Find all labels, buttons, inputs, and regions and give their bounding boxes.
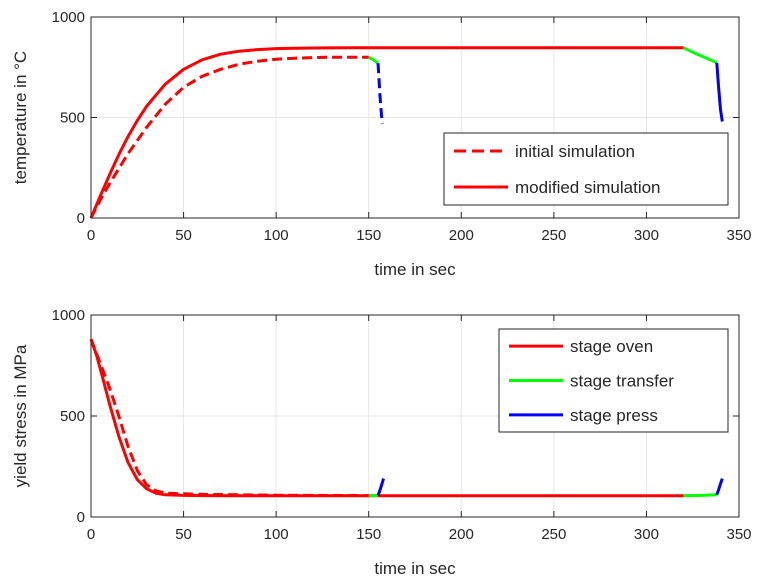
y-axis-label: yield stress in MPa (11, 344, 30, 487)
x-axis-label: time in sec (374, 260, 456, 279)
x-tick-label: 100 (264, 227, 289, 244)
y-tick-label: 1000 (52, 9, 85, 26)
x-tick-label: 50 (175, 526, 192, 543)
series-line (89, 338, 684, 498)
legend-box (443, 132, 729, 206)
legend: stage oven stage transfer stage press (498, 328, 729, 433)
series-line (376, 63, 385, 124)
series-line (715, 62, 724, 122)
x-tick-label: 200 (449, 526, 474, 543)
x-tick-label: 0 (87, 227, 95, 244)
legend-label: stage oven (570, 337, 653, 356)
series-line (715, 478, 724, 496)
series-group (89, 338, 724, 498)
y-tick-label: 1000 (52, 307, 85, 324)
x-tick-label: 50 (175, 227, 192, 244)
legend: initial simulation modified simulation (443, 132, 729, 206)
series-line (376, 478, 385, 496)
series-line (89, 338, 369, 498)
series-line (683, 493, 717, 498)
y-tick-label: 500 (60, 408, 85, 425)
legend-label: initial simulation (515, 142, 635, 161)
series-line (682, 46, 718, 65)
y-tick-label: 500 (60, 110, 85, 127)
x-tick-label: 250 (541, 526, 566, 543)
temperature-chart: 0 50 100 150 200 250 300 350 0 500 1000 time in sec… (11, 9, 752, 279)
legend-label: modified simulation (515, 178, 661, 197)
x-tick-label: 150 (356, 227, 381, 244)
x-tick-label: 250 (541, 227, 566, 244)
y-axis-label: temperature in °C (11, 51, 30, 184)
x-tick-label: 350 (726, 227, 751, 244)
x-axis-label: time in sec (374, 559, 456, 578)
x-tick-label: 100 (264, 526, 289, 543)
x-tick-label: 150 (356, 526, 381, 543)
series-line (89, 46, 684, 219)
x-tick-label: 300 (634, 227, 659, 244)
legend-label: stage press (570, 406, 658, 425)
x-tick-label: 0 (87, 526, 95, 543)
series-line (89, 55, 369, 219)
x-tick-label: 200 (449, 227, 474, 244)
x-tick-label: 350 (726, 526, 751, 543)
series-line (367, 55, 379, 65)
legend-label: stage transfer (570, 372, 674, 391)
yield-stress-chart: 0 50 100 150 200 250 300 350 0 500 1000 time in sec… (11, 307, 752, 578)
x-tick-label: 300 (634, 526, 659, 543)
y-tick-label: 0 (77, 509, 85, 526)
series-group (89, 46, 724, 219)
y-tick-label: 0 (77, 210, 85, 227)
